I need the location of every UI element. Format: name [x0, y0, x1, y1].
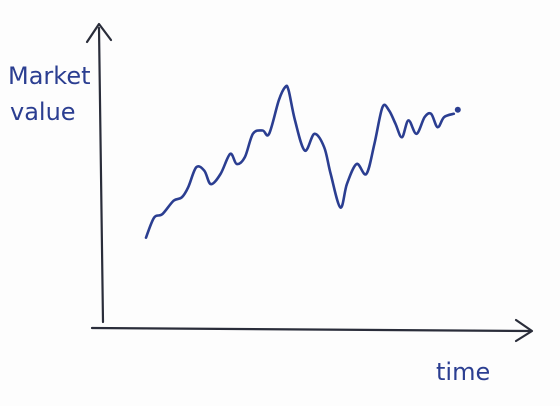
y-axis-label-line-2: value: [10, 98, 76, 126]
y-axis-label-line-1: Market: [8, 62, 91, 90]
y-axis-arrowhead: [85, 22, 113, 44]
series-line: [144, 84, 456, 239]
x-axis-label: time: [436, 358, 490, 386]
x-axis: [90, 326, 532, 333]
x-axis-arrowhead: [514, 318, 534, 343]
series-end-point: [454, 106, 461, 113]
y-axis: [97, 26, 105, 324]
